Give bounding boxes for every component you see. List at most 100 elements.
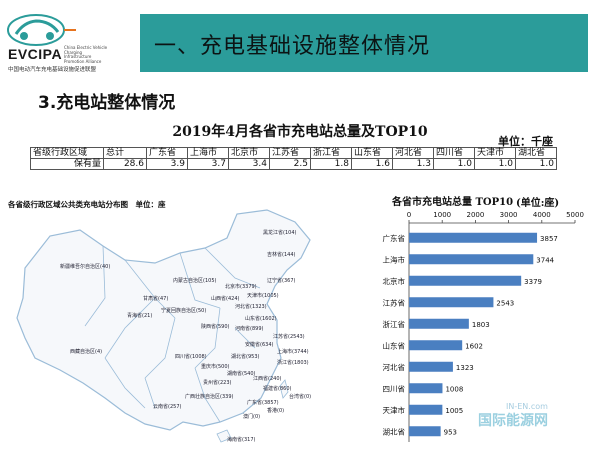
map-label: 山东省(1602) — [245, 315, 277, 322]
category-label: 上海市 — [383, 254, 406, 264]
map-label: 宁夏回族自治区(50) — [161, 307, 206, 314]
table-value-cell: 3.7 — [187, 158, 229, 170]
bar — [409, 254, 534, 265]
data-label: 3857 — [540, 235, 558, 243]
x-tick-label: 1000 — [433, 211, 451, 219]
table-header-row: 省级行政区域 总计 广东省 上海市 北京市 江苏省 浙江省 山东省 河北省 四川… — [30, 147, 557, 159]
map-label: 黑龙江省(104) — [263, 229, 296, 236]
table-value-cell: 1.0 — [433, 158, 475, 170]
logo-english: China Electric Vehicle Charging Infrastr… — [64, 45, 108, 64]
table-header-cell: 山东省 — [351, 147, 393, 159]
bar — [409, 318, 469, 329]
table-value-row: 保有量 28.6 3.9 3.7 3.4 2.5 1.8 1.6 1.3 1.0… — [30, 158, 557, 170]
map-title: 各省级行政区域公共类充电站分布图 单位：座 — [8, 200, 166, 209]
bar — [409, 232, 538, 243]
table-value-cell: 1.8 — [310, 158, 352, 170]
x-tick-label: 5000 — [566, 211, 584, 219]
map-label: 云南省(257) — [153, 403, 181, 410]
category-label: 北京市 — [383, 276, 406, 286]
bar — [409, 297, 494, 308]
map-label: 青海省(21) — [127, 312, 152, 319]
map-label: 安徽省(634) — [245, 341, 273, 348]
bar — [409, 426, 441, 437]
map-label: 广西壮族自治区(339) — [185, 393, 233, 400]
map-label: 江西省(240) — [253, 375, 281, 382]
map-label: 吉林省(144) — [267, 251, 295, 258]
table-value-cell: 1.3 — [392, 158, 434, 170]
bar — [409, 361, 453, 372]
section-title: 3.充电站整体情况 — [38, 93, 176, 113]
logo-subtitle: 中国电动汽车充电基础设施促进联盟 — [8, 67, 97, 73]
x-tick-label: 3000 — [500, 211, 518, 219]
data-label: 2543 — [496, 299, 514, 307]
table-header-cell: 河北省 — [392, 147, 434, 159]
data-label: 1008 — [445, 385, 463, 393]
hainan-island — [216, 429, 232, 443]
category-label: 广东省 — [383, 233, 406, 243]
data-label: 1323 — [456, 364, 474, 372]
table-header-cell: 上海市 — [187, 147, 229, 159]
map-label: 四川省(1008) — [175, 353, 207, 360]
map-label: 浙江省(1803) — [277, 359, 309, 366]
table-value-cell: 28.6 — [103, 158, 147, 170]
table-header-cell: 湖北省 — [515, 147, 557, 159]
map-label: 香港(0) — [267, 407, 284, 414]
table-header-cell: 天津市 — [474, 147, 516, 159]
map-label: 陕西省(590) — [201, 323, 229, 330]
map-label: 海南省(317) — [227, 436, 255, 443]
x-tick-label: 0 — [407, 211, 411, 219]
map-label: 北京市(3379) — [225, 283, 257, 290]
logo-name: EVCIPA — [8, 46, 63, 62]
category-label: 山东省 — [383, 340, 406, 350]
stations-table: 省级行政区域 总计 广东省 上海市 北京市 江苏省 浙江省 山东省 河北省 四川… — [30, 147, 557, 170]
map-label: 福建省(860) — [263, 385, 291, 392]
data-label: 1602 — [465, 342, 483, 350]
table-value-cell: 3.4 — [228, 158, 270, 170]
data-label: 1005 — [445, 407, 463, 415]
top10-bar-chart: 0 1000 2000 3000 4000 5000 广东省 3857 上海市 3744 北京市 33… — [383, 211, 584, 442]
map-label: 甘肃省(47) — [143, 295, 168, 302]
map-label: 辽宁省(367) — [267, 277, 295, 284]
table-value-cell: 1.0 — [474, 158, 516, 170]
table-header-cell: 广东省 — [146, 147, 188, 159]
table-value-cell: 2.5 — [269, 158, 311, 170]
evcipa-logo: EVCIPA China Electric Vehicle Charging I… — [6, 8, 134, 74]
taiwan-island — [279, 379, 289, 399]
map-label: 广东省(3857) — [247, 399, 279, 406]
map-label: 河南省(899) — [235, 325, 263, 332]
bar — [409, 340, 463, 351]
chart-unit: (单位:座) — [516, 198, 560, 209]
table-value-cell: 保有量 — [30, 158, 104, 170]
table-title: 2019年4月各省市充电站总量及TOP10 — [172, 124, 428, 140]
table-value-cell: 1.6 — [351, 158, 393, 170]
car-plug-logo-icon — [7, 14, 76, 46]
table-header-cell: 总计 — [103, 147, 147, 159]
data-label: 953 — [444, 428, 457, 436]
map-label: 河北省(1323) — [235, 303, 267, 310]
map-label: 贵州省(223) — [203, 379, 231, 386]
map-label: 江苏省(2543) — [273, 333, 305, 340]
table-header-cell: 四川省 — [433, 147, 475, 159]
banner-title: 一、充电基础设施整体情况 — [154, 34, 431, 59]
map-label: 台湾省(0) — [289, 393, 311, 400]
table-header-cell: 北京市 — [228, 147, 270, 159]
map-label: 重庆市(500) — [201, 363, 229, 370]
table-header-cell: 江苏省 — [269, 147, 311, 159]
category-label: 天津市 — [383, 405, 406, 415]
data-label: 1803 — [472, 321, 490, 329]
table-header-cell: 省级行政区域 — [30, 147, 104, 159]
x-tick-label: 4000 — [533, 211, 551, 219]
map-label: 上海市(3744) — [277, 348, 309, 355]
category-label: 四川省 — [383, 383, 406, 393]
map-label: 天津市(1005) — [247, 292, 279, 299]
bar — [409, 383, 443, 394]
bar — [409, 275, 522, 286]
map-label: 湖南省(540) — [227, 370, 255, 377]
title-banner: 一、充电基础设施整体情况 — [140, 14, 588, 72]
map-label: 西藏自治区(4) — [70, 348, 102, 355]
data-label: 3744 — [536, 256, 554, 264]
bar — [409, 404, 443, 415]
map-label: 澳门(0) — [243, 413, 260, 420]
china-province-map: 黑龙江省(104) 吉林省(144) 辽宁省(367) 内蒙古自治区(105) … — [16, 209, 311, 443]
x-tick-label: 2000 — [466, 211, 484, 219]
